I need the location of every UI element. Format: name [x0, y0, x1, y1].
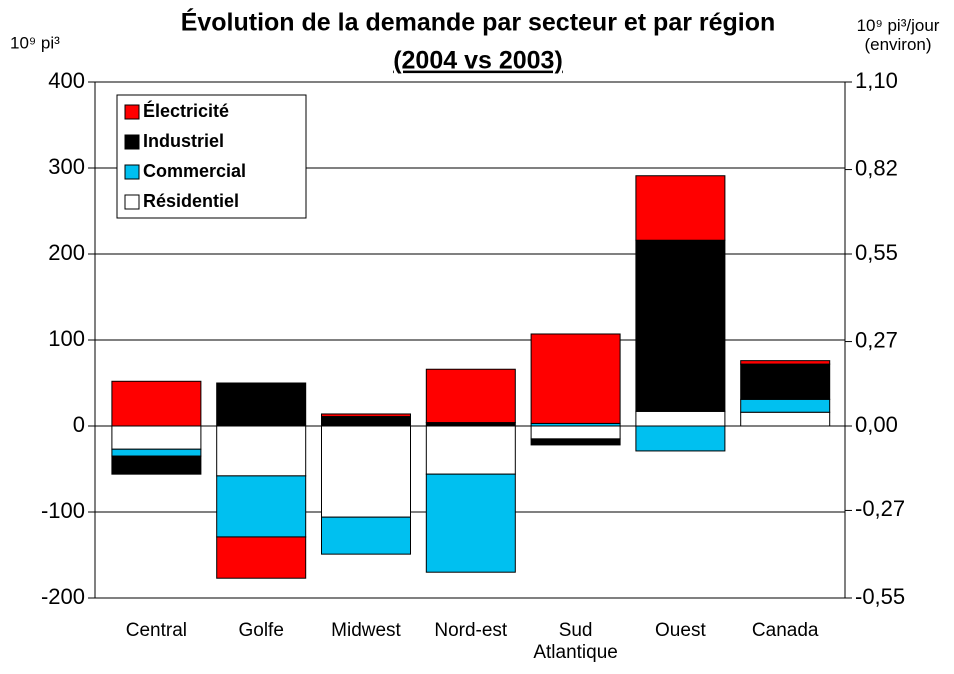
y2-tick-label: 0,27	[855, 327, 898, 352]
legend-label: Résidentiel	[143, 191, 239, 211]
bar-segment	[216, 425, 307, 477]
legend-swatch	[124, 104, 140, 120]
y-tick-label: 0	[73, 412, 85, 437]
y-tick-label: 100	[48, 326, 85, 351]
bar-segment	[111, 380, 202, 427]
bar-segment	[111, 425, 202, 450]
y-axis-label: 10⁹ pi³	[10, 33, 60, 52]
y-tick-label: 300	[48, 154, 85, 179]
bar-segment	[740, 411, 831, 427]
y-tick-label: 200	[48, 240, 85, 265]
x-tick-label: Canada	[751, 620, 819, 641]
x-tick-label: Midwest	[331, 620, 401, 641]
bar-segment	[216, 475, 307, 538]
y2-axis-label: 10⁹ pi³/jour (environ)	[856, 16, 940, 54]
bar-segment	[530, 333, 621, 424]
y-tick-label: 400	[48, 68, 85, 93]
bar-segment	[321, 516, 411, 555]
x-tick-label: Central	[125, 620, 188, 641]
bar-segment	[216, 382, 307, 427]
y2-tick-label: -0,27	[855, 496, 905, 521]
bar-segment	[425, 422, 516, 427]
bar-segment	[530, 438, 621, 446]
legend-label: Électricité	[143, 100, 229, 121]
y2-tick-label: 1,10	[855, 68, 898, 93]
bar-segment	[321, 416, 411, 427]
x-tick-label: Sud Atlantique	[533, 620, 618, 663]
bar-segment	[425, 368, 516, 424]
bar-segment	[740, 360, 831, 365]
x-tick-label: Ouest	[655, 620, 706, 641]
bar-segment	[425, 425, 516, 475]
x-tick-label: Golfe	[238, 620, 284, 641]
bar-segment	[111, 448, 202, 457]
y2-tick-label: 0,82	[855, 155, 898, 180]
legend-label: Commercial	[143, 161, 246, 181]
chart-subtitle: (2004 vs 2003)	[393, 47, 563, 75]
y-tick-label: -200	[41, 584, 85, 609]
bar-segment	[216, 536, 307, 579]
bar-segment	[425, 473, 516, 573]
y2-tick-label: 0,55	[855, 240, 898, 265]
bar-segment	[321, 413, 411, 418]
y2-tick-label: 0,00	[855, 412, 898, 437]
bar-segment	[321, 425, 411, 518]
y2-tick-label: -0,55	[855, 584, 905, 609]
bar-segment	[111, 455, 202, 475]
legend-label: Industriel	[143, 131, 224, 151]
bar-segment	[530, 425, 621, 440]
legend-swatch	[124, 194, 140, 210]
bar-segment	[740, 363, 831, 400]
legend-swatch	[124, 164, 140, 180]
bar-segment	[740, 398, 831, 413]
x-tick-label: Nord-est	[434, 620, 508, 641]
chart-title: Évolution de la demande par secteur et p…	[181, 8, 776, 37]
bar-segment	[635, 239, 726, 412]
bar-segment	[635, 425, 726, 452]
legend-swatch	[124, 134, 140, 150]
bar-segment	[635, 175, 726, 241]
legend-box	[116, 94, 307, 219]
bar-segment	[635, 410, 726, 427]
y-tick-label: -100	[41, 498, 85, 523]
